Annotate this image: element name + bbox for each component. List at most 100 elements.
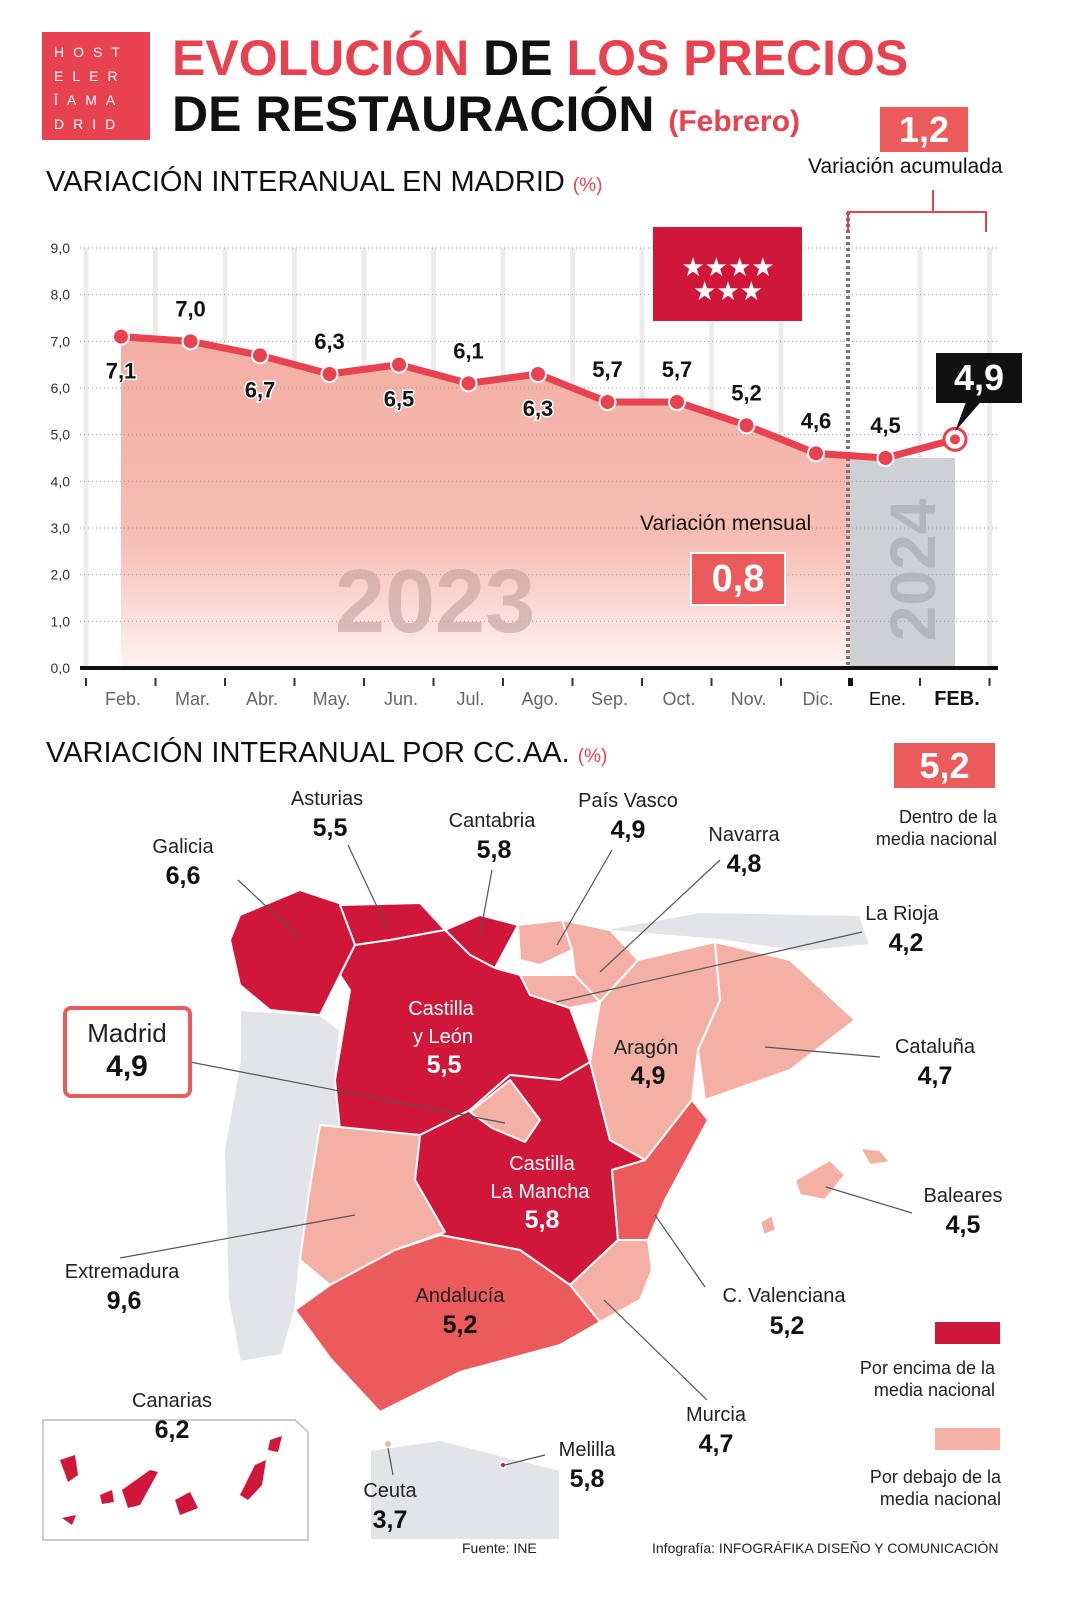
- label-line: Por encima de la: [859, 1358, 995, 1378]
- data-label: 5,7: [592, 357, 623, 382]
- legend-below-label: Por debajo de la media nacional: [870, 1466, 1001, 1510]
- title-month: (Febrero): [668, 105, 801, 138]
- region-value: 4,2: [888, 929, 924, 957]
- y-tick-label: 2,0: [51, 567, 71, 583]
- data-label: 5,2: [731, 380, 762, 405]
- africa-land: [369, 1439, 561, 1541]
- cumulative-bracket: [847, 190, 987, 232]
- data-point: [320, 365, 339, 383]
- region-value: 4,9: [630, 1062, 666, 1090]
- y-tick-label: 5,0: [51, 427, 71, 443]
- label-line: media nacional: [873, 1380, 995, 1400]
- legend-swatch-below: [935, 1428, 1000, 1450]
- region-baleares: [794, 1159, 846, 1201]
- region-pais-vasco: [517, 919, 573, 966]
- region-name: Melilla: [558, 1439, 616, 1461]
- svg-text:★★★★: ★★★★: [681, 253, 774, 283]
- data-label: 4,9: [954, 357, 1004, 398]
- label-line: media nacional: [879, 1489, 1001, 1509]
- region-value: 5,8: [524, 1206, 560, 1234]
- x-tick-label: Ene.: [869, 689, 906, 709]
- line-chart: 0,0 1,0 2,0 3,0 4,0 5,0 6,0 7,0 8,0 9,0 2023 2024 Fe…: [51, 212, 1022, 710]
- region-name: Cantabria: [448, 810, 536, 832]
- section2-unit: (%): [577, 746, 608, 767]
- data-point: [737, 416, 756, 435]
- region-value: 4,9: [610, 816, 646, 844]
- region-name: Castilla: [509, 1153, 575, 1175]
- france-land: [599, 911, 871, 953]
- data-label: 4,5: [870, 413, 901, 438]
- monthly-value: 0,8: [690, 552, 786, 606]
- region-name: Murcia: [685, 1404, 747, 1426]
- region-value: 4,5: [945, 1211, 981, 1239]
- x-tick-label: May.: [313, 689, 351, 709]
- region-value: 4,9: [106, 1050, 148, 1083]
- region-baleares-2: [859, 1147, 891, 1166]
- region-value: 5,2: [442, 1311, 478, 1339]
- y-tick-label: 9,0: [51, 240, 71, 256]
- region-value: 3,7: [372, 1506, 408, 1534]
- data-point: [950, 434, 960, 445]
- x-tick-label: Sep.: [591, 689, 628, 709]
- callout-pointer: [955, 399, 983, 432]
- region-value: 5,8: [569, 1465, 605, 1493]
- label-line: Por debajo de la: [869, 1467, 1001, 1487]
- region-value: 4,7: [917, 1062, 953, 1090]
- y-tick-label: 3,0: [51, 520, 71, 536]
- area-fill: [121, 336, 850, 668]
- region-baleares-3: [759, 1214, 777, 1236]
- region-value: 5,2: [769, 1312, 805, 1340]
- y-tick-label: 0,0: [51, 660, 71, 676]
- data-label: 5,7: [662, 357, 693, 382]
- leader-lines: [119, 844, 913, 1476]
- section2-title: VARIACIÓN INTERANUAL POR CC.AA. (%): [46, 737, 607, 770]
- source: Fuente: INE: [462, 1540, 537, 1556]
- data-point: [876, 449, 895, 467]
- x-tick-label: Mar.: [175, 689, 210, 709]
- page-title: EVOLUCIÓN DE LOS PRECIOS DE RESTAURACIÓN…: [172, 30, 908, 150]
- data-label: 6,3: [523, 396, 554, 421]
- section1-title-text: VARIACIÓN INTERANUAL EN MADRID: [46, 166, 565, 198]
- region-name-2: y León: [412, 1026, 474, 1048]
- legend-swatch-above: [935, 1322, 1000, 1344]
- monthly-label: Variación mensual: [640, 512, 812, 535]
- section1-title: VARIACIÓN INTERANUAL EN MADRID (%): [46, 166, 602, 199]
- data-point: [390, 355, 408, 374]
- region-value: 5,8: [476, 836, 512, 864]
- region-value: 6,2: [154, 1416, 190, 1444]
- x-tick-label: FEB.: [934, 688, 980, 710]
- data-label: 6,5: [384, 387, 415, 412]
- region-value: 9,6: [106, 1287, 142, 1315]
- region-name: Ceuta: [363, 1480, 417, 1502]
- region-andalucia: [294, 1234, 601, 1413]
- canarias-inset: [42, 1419, 309, 1541]
- region-cataluna: [697, 941, 856, 1101]
- y-tick-label: 8,0: [51, 287, 71, 303]
- region-value: 6,6: [165, 862, 201, 890]
- year-2024-band: [850, 458, 955, 668]
- legend-above-label: Por encima de la media nacional: [860, 1357, 995, 1401]
- madrid-flag-icon: ★★★★ ★★★: [653, 227, 802, 321]
- region-name: País Vasco: [578, 790, 678, 812]
- title-part: EVOLUCIÓN: [172, 30, 470, 86]
- region-name: Galicia: [152, 836, 214, 858]
- x-tick-label: Dic.: [803, 689, 834, 709]
- region-name-2: La Mancha: [490, 1181, 590, 1203]
- madrid-callout: [63, 1006, 192, 1098]
- x-tick-label: Nov.: [731, 689, 767, 709]
- region-name: Extremadura: [64, 1261, 180, 1283]
- region-value: 5,5: [426, 1051, 462, 1079]
- title-part: LOS PRECIOS: [566, 30, 909, 86]
- region-name: La Rioja: [865, 903, 939, 925]
- x-tick-label: Jul.: [456, 689, 484, 709]
- data-point: [251, 346, 269, 365]
- national-average-label: Dentro de la media nacional: [876, 806, 997, 850]
- title-line2: DE RESTAURACIÓN: [172, 86, 655, 142]
- x-tick-label: Jun.: [384, 689, 418, 709]
- y-tick-label: 4,0: [51, 473, 71, 489]
- region-name: Andalucía: [415, 1285, 505, 1307]
- region-name: Aragón: [613, 1037, 679, 1059]
- svg-text:★★★: ★★★: [693, 277, 763, 307]
